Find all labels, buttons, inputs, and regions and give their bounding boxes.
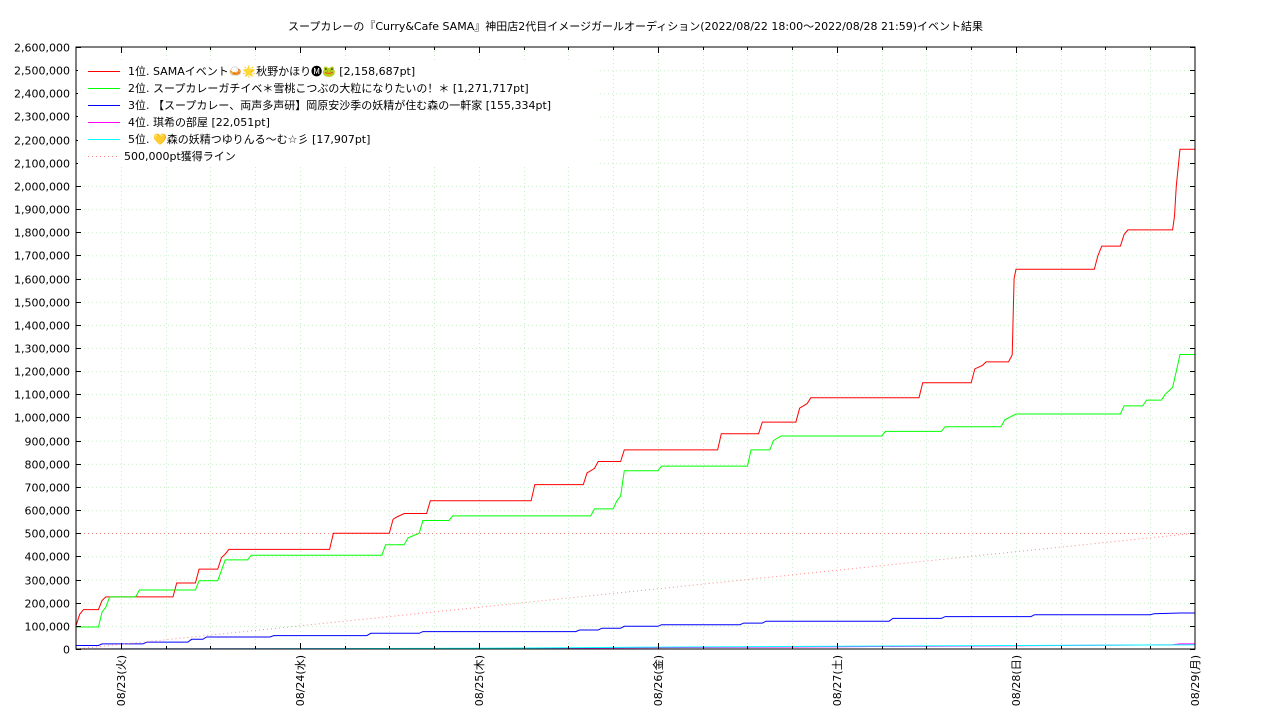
y-tick-label: 1,400,000 [14, 320, 70, 333]
y-tick-label: 2,500,000 [14, 65, 70, 78]
y-tick-label: 900,000 [25, 436, 71, 449]
y-tick-label: 1,800,000 [14, 227, 70, 240]
chart-subtitle: イベント結果 [917, 19, 983, 33]
y-tick-label: 1,200,000 [14, 366, 70, 379]
x-axis-ticks: 08/23(火) 08/24(水) 08/25(木) 08/26(金) 08/27(土)… [115, 47, 1202, 706]
y-tick-label: 2,000,000 [14, 181, 70, 194]
y-tick-label: 1,500,000 [14, 297, 70, 310]
legend-background [78, 62, 598, 166]
legend-entry: 500,000pt獲得ライン [124, 150, 236, 163]
y-tick-label: 2,400,000 [14, 88, 70, 101]
y-tick-label: 1,100,000 [14, 389, 70, 402]
series-line-6 [75, 532, 1196, 650]
series-line-5 [75, 644, 1195, 650]
y-tick-label: 1,900,000 [14, 204, 70, 217]
series-line-2 [76, 354, 1195, 628]
legend-entry: 4位. 琪希の部屋 [22,051pt] [128, 115, 270, 129]
y-tick-label: 2,300,000 [14, 111, 70, 124]
y-tick-label: 2,100,000 [14, 158, 70, 171]
y-tick-label: 1,600,000 [14, 274, 70, 287]
y-tick-label: 2,600,000 [14, 42, 70, 55]
y-tick-label: 1,700,000 [14, 250, 70, 263]
x-tick-label: 08/24(水) [294, 655, 307, 706]
y-tick-label: 1,300,000 [14, 343, 70, 356]
y-tick-label: 300,000 [25, 575, 71, 588]
series-line-3 [76, 612, 1195, 646]
legend-entry: 5位. 💛森の妖精つゆりんる〜む☆彡 [17,907pt] [128, 132, 370, 146]
x-tick-label: 08/25(木) [473, 655, 486, 706]
chart-title: スープカレーの『Curry&Cafe SAMA』神田店2代目イメージガールオーデ… [288, 19, 917, 33]
y-axis-ticks: 0 100,000 200,000 300,000 400,000 500,000 600,… [14, 42, 1195, 657]
legend: 1位. SAMAイベント🍛🌟秋野かほり🅜🐸 [2,158,687pt] 2位. ス… [78, 62, 598, 166]
x-tick-label: 08/29(月) [1189, 655, 1202, 706]
legend-entry: 2位. スープカレーガチイベ＊雪桃こつぶの大粒になりたいの！＊ [1,271,7… [128, 81, 529, 95]
x-tick-label: 08/26(金) [651, 655, 665, 706]
x-tick-label: 08/23(火) [115, 655, 128, 706]
y-tick-label: 500,000 [25, 528, 71, 541]
y-tick-label: 0 [63, 644, 70, 657]
series-lines [75, 148, 1196, 650]
y-tick-label: 800,000 [25, 459, 71, 472]
x-tick-label: 08/27(土) [831, 655, 844, 706]
y-tick-label: 1,000,000 [14, 412, 70, 425]
series-line-1 [75, 148, 1195, 626]
y-tick-label: 200,000 [25, 598, 71, 611]
legend-entry: 3位. 【スープカレー、両声多声研】岡原安沙季の妖精が住む森の一軒家 [155,… [128, 98, 551, 112]
x-tick-label: 08/28(日) [1010, 655, 1023, 706]
y-tick-label: 100,000 [25, 621, 71, 634]
y-tick-label: 700,000 [25, 482, 71, 495]
legend-entry: 1位. SAMAイベント🍛🌟秋野かほり🅜🐸 [2,158,687pt] [128, 64, 415, 78]
y-tick-label: 400,000 [25, 551, 71, 564]
y-tick-label: 2,200,000 [14, 135, 70, 148]
y-tick-label: 600,000 [25, 505, 71, 518]
